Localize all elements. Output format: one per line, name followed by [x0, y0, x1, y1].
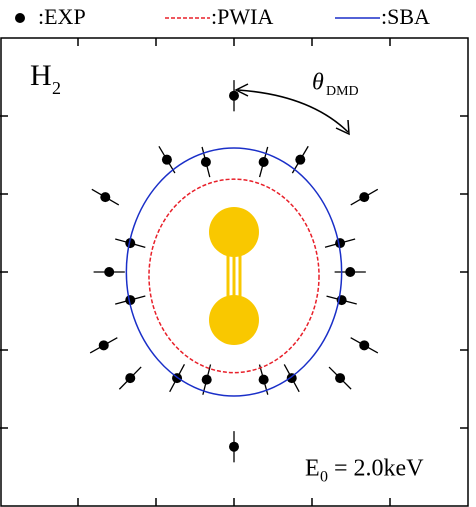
data-point — [100, 192, 110, 202]
chart: H 2 θ DMD E 0 = 2.0keV :EXP :PWIA :SBA — [0, 0, 476, 507]
data-point — [229, 442, 239, 452]
legend-symbol — [15, 13, 25, 23]
data-point — [259, 157, 269, 167]
data-point — [125, 373, 135, 383]
data-point — [295, 155, 305, 165]
data-point — [104, 267, 114, 277]
data-point — [202, 375, 212, 385]
data-point — [162, 155, 172, 165]
molecule-label: H — [30, 59, 52, 92]
data-point — [359, 340, 369, 350]
legend-label: :PWIA — [211, 4, 273, 29]
legend-label: :EXP — [38, 4, 86, 29]
data-point — [335, 373, 345, 383]
angle-label: θ — [312, 70, 324, 96]
data-point — [359, 192, 369, 202]
data-point — [345, 267, 355, 277]
data-point — [259, 375, 269, 385]
energy-label-sub: 0 — [320, 469, 328, 486]
data-point — [201, 157, 211, 167]
molecule — [209, 207, 259, 345]
data-point — [99, 340, 109, 350]
energy-label-rest: = 2.0keV — [328, 456, 424, 482]
energy-label: E — [305, 456, 320, 482]
legend-label: :SBA — [381, 4, 430, 29]
data-point — [229, 91, 239, 101]
angle-label-sub: DMD — [326, 84, 359, 99]
molecule-label-sub: 2 — [52, 78, 61, 98]
